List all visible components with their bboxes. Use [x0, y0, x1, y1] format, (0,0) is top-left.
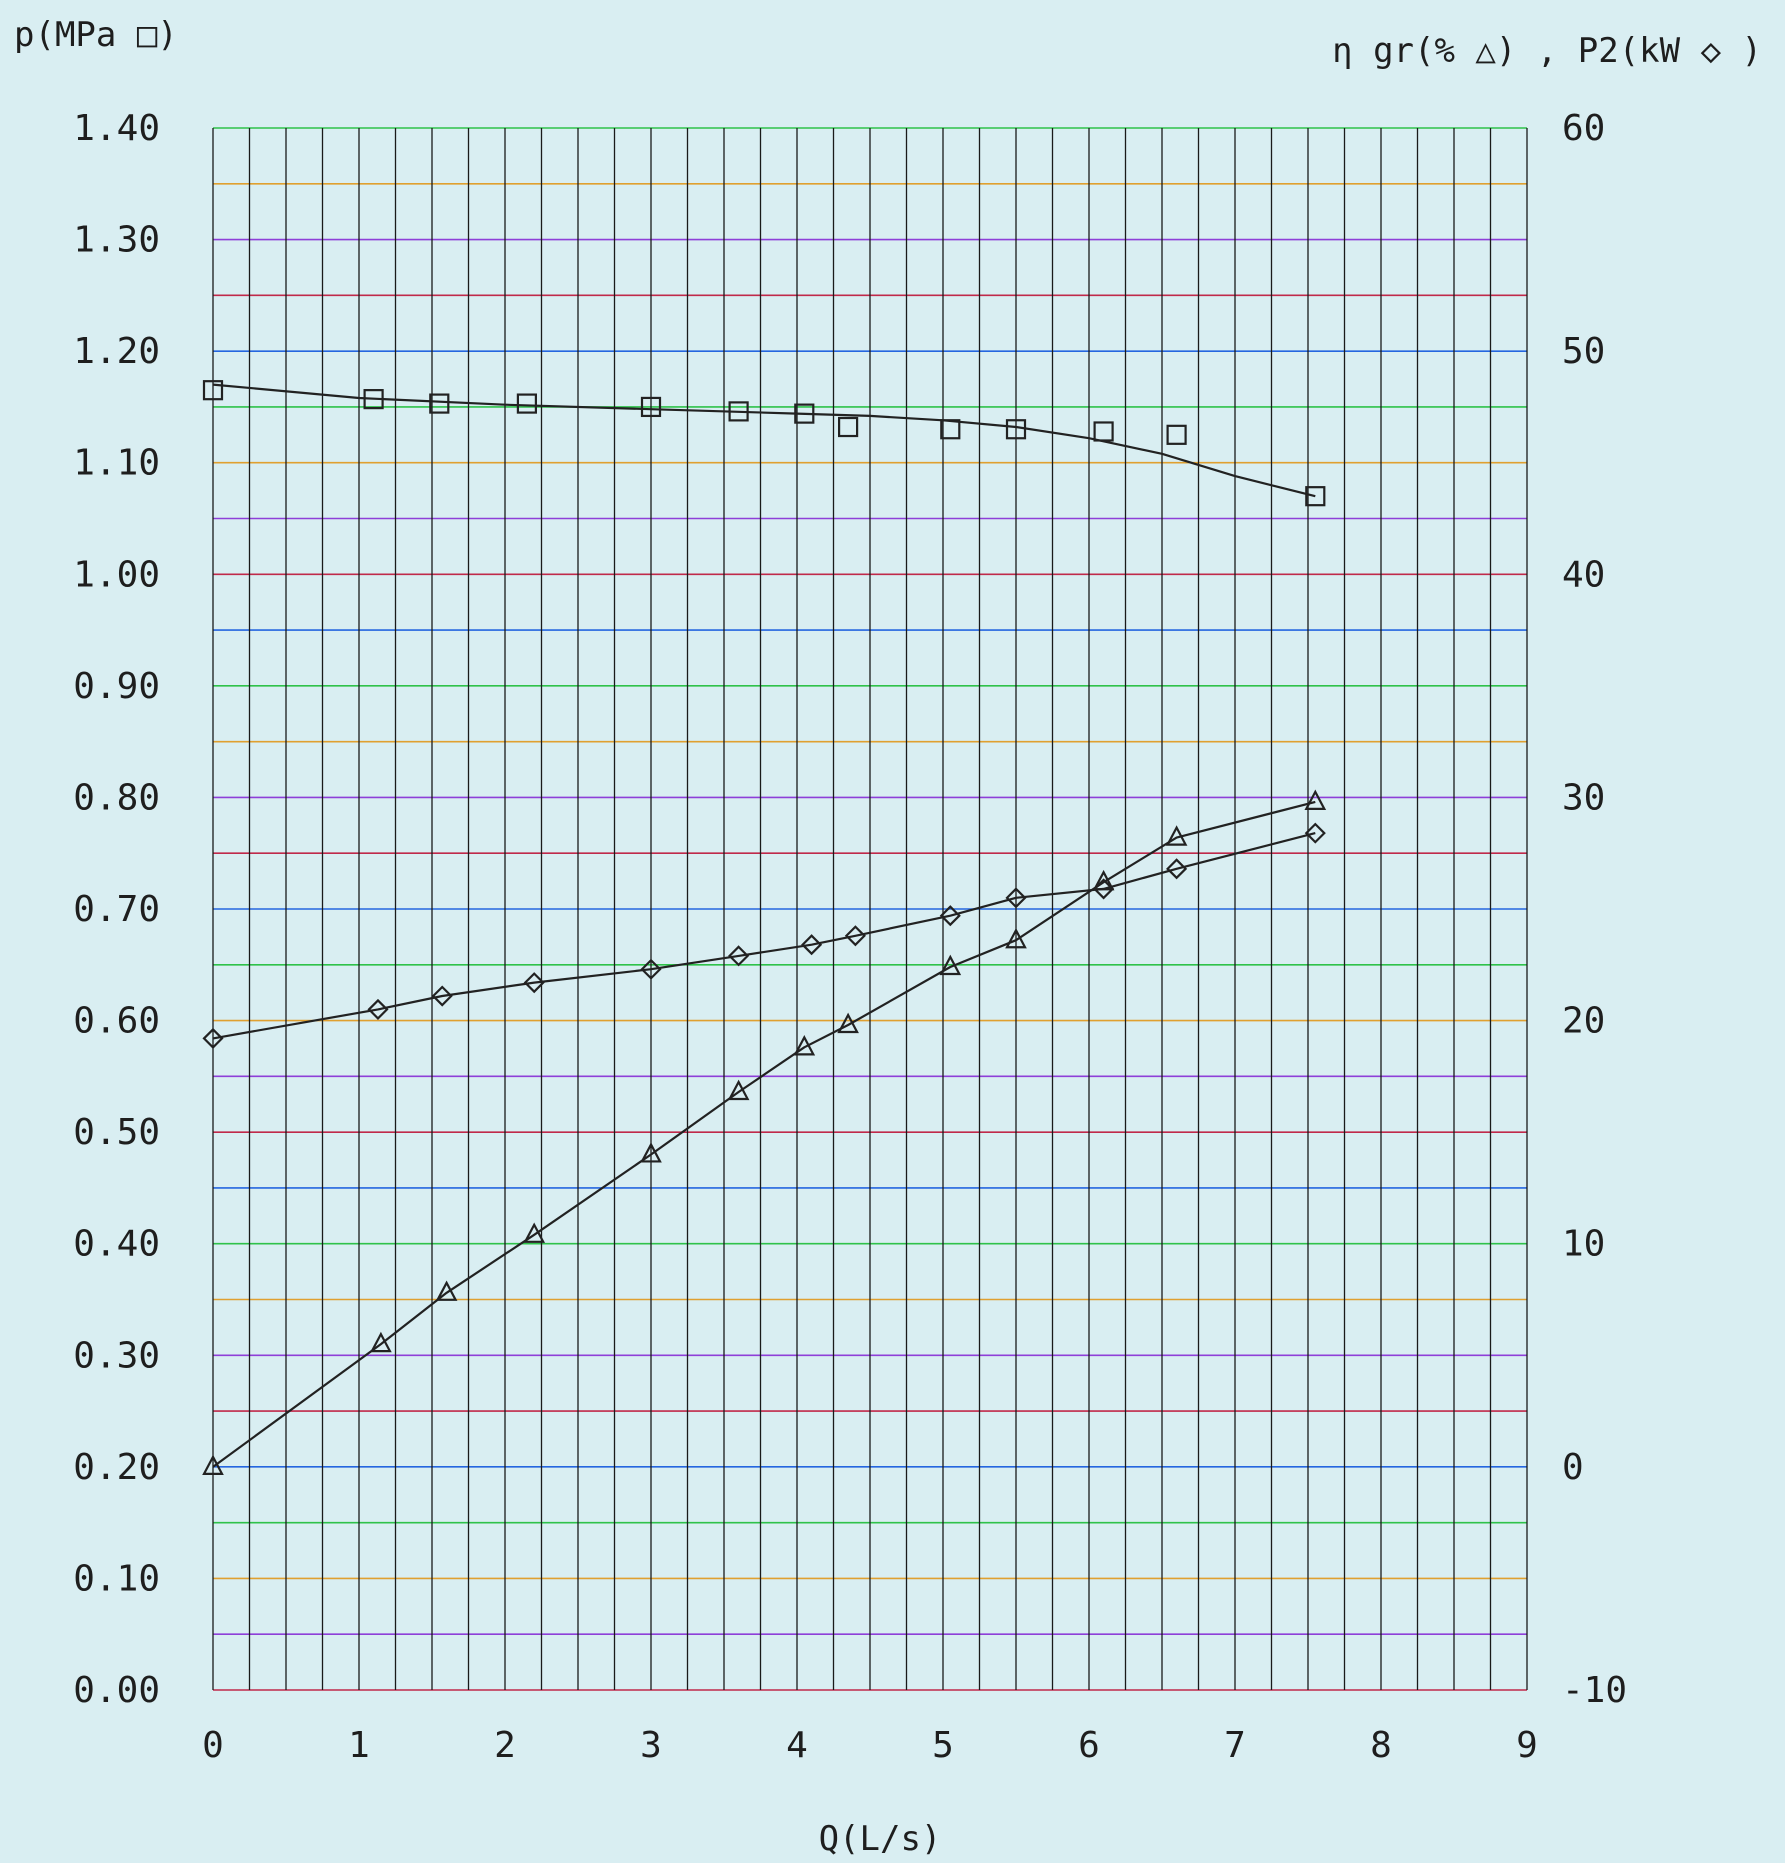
- triangle-marker: [939, 954, 962, 976]
- series-diamond: [202, 822, 1326, 1049]
- square-marker: [940, 419, 961, 440]
- diamond-marker: [367, 998, 389, 1020]
- left-tick-label: 0.60: [73, 1001, 160, 1042]
- diamond-marker: [431, 985, 453, 1007]
- x-axis-ticks: 0 1 2 3 4 5 6 7 8 9: [202, 1725, 1538, 1766]
- triangle-marker: [370, 1331, 392, 1353]
- x-axis-title: Q(L/s): [819, 1819, 942, 1859]
- triangle-marker: [640, 1142, 662, 1163]
- left-tick-label: 1.20: [73, 331, 160, 372]
- right-tick-label: 40: [1562, 554, 1605, 595]
- square-marker: [429, 393, 450, 414]
- square-marker: [1166, 424, 1187, 445]
- left-tick-label: 1.00: [73, 554, 160, 595]
- series-line: [212, 800, 1316, 1468]
- series-triangle: [202, 789, 1327, 1475]
- x-tick-label: 1: [348, 1725, 370, 1766]
- diamond-marker: [728, 945, 750, 967]
- x-tick-label: 4: [786, 1725, 808, 1766]
- x-tick-label: 6: [1078, 1725, 1100, 1766]
- triangle-marker: [1165, 825, 1188, 846]
- left-tick-label: 1.40: [73, 108, 160, 149]
- left-tick-label: 0.30: [73, 1335, 160, 1376]
- square-marker: [363, 389, 384, 410]
- diamond-marker: [1166, 858, 1188, 880]
- diamond-marker: [523, 972, 545, 994]
- left-axis-ticks: 0.00 0.10 0.20 0.30 0.40 0.50 0.60 0.70 0.80 0.90…: [73, 108, 160, 1711]
- diamond-marker: [1304, 822, 1326, 844]
- diamond-marker: [1093, 878, 1115, 900]
- triangle-marker: [435, 1280, 458, 1301]
- triangle-marker: [837, 1012, 859, 1034]
- left-tick-label: 0.10: [73, 1558, 160, 1599]
- square-marker: [1005, 419, 1027, 440]
- series-line: [212, 383, 1316, 498]
- right-axis-title: η gr(% △) , P2(kW ◇ ): [1332, 31, 1762, 71]
- left-tick-label: 0.80: [73, 777, 160, 818]
- diamond-marker: [844, 925, 866, 947]
- left-tick-label: 0.90: [73, 666, 160, 707]
- square-marker: [837, 416, 859, 438]
- left-tick-label: 1.30: [73, 220, 160, 261]
- triangle-marker: [1005, 927, 1027, 949]
- right-axis-ticks: -10 0 10 20 30 40 50 60: [1562, 108, 1627, 1711]
- x-tick-label: 3: [640, 1725, 662, 1766]
- triangle-marker: [1304, 789, 1327, 810]
- series-square: [202, 380, 1326, 507]
- square-marker: [794, 403, 815, 424]
- x-tick-label: 5: [932, 1725, 954, 1766]
- left-tick-label: 1.10: [73, 443, 160, 484]
- right-tick-label: 50: [1562, 331, 1605, 372]
- left-tick-label: 0.00: [73, 1670, 160, 1711]
- series-line: [212, 832, 1316, 1040]
- left-tick-label: 0.70: [73, 889, 160, 930]
- triangle-marker: [523, 1222, 546, 1243]
- left-tick-label: 0.40: [73, 1224, 160, 1265]
- square-marker: [202, 380, 224, 401]
- triangle-marker: [202, 1454, 224, 1475]
- square-marker: [640, 396, 662, 418]
- diamond-marker: [202, 1027, 224, 1049]
- triangle-marker: [727, 1079, 750, 1101]
- left-tick-label: 0.50: [73, 1112, 160, 1153]
- series-layer: [202, 380, 1327, 1475]
- x-tick-label: 7: [1224, 1725, 1246, 1766]
- diamond-marker: [1005, 887, 1027, 909]
- left-axis-title: p(MPa □): [14, 15, 178, 55]
- diamond-marker: [640, 958, 662, 980]
- right-tick-label: 0: [1562, 1447, 1584, 1488]
- square-marker: [1305, 486, 1326, 507]
- right-tick-label: 20: [1562, 1001, 1605, 1042]
- x-tick-label: 0: [202, 1725, 224, 1766]
- square-marker: [728, 401, 749, 422]
- x-tick-label: 2: [494, 1725, 516, 1766]
- right-tick-label: 10: [1562, 1224, 1605, 1265]
- square-marker: [516, 393, 538, 414]
- right-tick-label: 30: [1562, 777, 1605, 818]
- x-tick-label: 9: [1516, 1725, 1538, 1766]
- square-marker: [1093, 421, 1114, 442]
- right-tick-label: 60: [1562, 108, 1605, 149]
- right-tick-label: -10: [1562, 1670, 1627, 1711]
- triangle-marker: [793, 1034, 816, 1056]
- left-tick-label: 0.20: [73, 1447, 160, 1488]
- x-tick-label: 8: [1370, 1725, 1392, 1766]
- diamond-marker: [801, 934, 823, 956]
- diamond-marker: [939, 905, 961, 927]
